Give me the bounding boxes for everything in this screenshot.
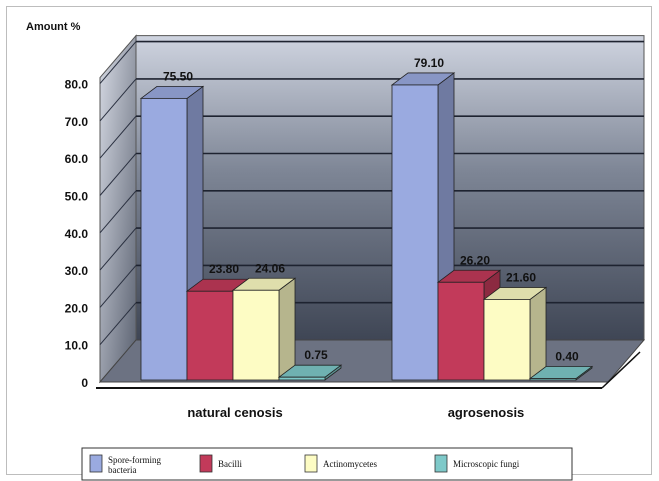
data-label: 0.75 xyxy=(304,348,328,362)
data-label: 21.60 xyxy=(506,270,536,284)
legend-label: Actinomycetes xyxy=(323,459,377,469)
legend-box xyxy=(81,447,573,481)
y-axis-title: Amount % xyxy=(26,21,81,33)
side-wall xyxy=(99,34,137,384)
x-tick-label: agrosenosis xyxy=(448,405,525,420)
y-tick-label: 70.0 xyxy=(65,115,89,129)
bar xyxy=(278,376,326,381)
legend: Spore-forming bacteria Bacilli Actinomycete… xyxy=(81,447,573,481)
bar-side xyxy=(529,286,547,381)
legend-label: Microscopic fungi xyxy=(453,459,520,469)
legend-swatch xyxy=(434,454,448,473)
y-tick-label: 50.0 xyxy=(65,190,89,204)
bar xyxy=(232,289,280,381)
gridline-side xyxy=(99,302,137,346)
bar xyxy=(186,290,234,381)
legend-label: Bacilli xyxy=(218,459,242,469)
bar xyxy=(140,97,188,381)
axes: Amount % 0 10.0 20.0 30.0 40.0 50.0 60.0 70.0 80… xyxy=(26,21,524,420)
gridline-side xyxy=(99,265,137,308)
y-tick-label: 20.0 xyxy=(65,301,89,315)
y-tick-label: 10.0 xyxy=(65,339,89,353)
data-label: 79.10 xyxy=(414,56,444,70)
gridline-side xyxy=(99,41,137,84)
y-tick-label: 80.0 xyxy=(65,78,89,92)
gridline-side xyxy=(99,78,137,122)
data-labels: 75.50 23.80 24.06 0.75 79.10 26.20 21.60 0.40 xyxy=(163,56,579,364)
gridline-side xyxy=(99,190,137,234)
floor-edge-side xyxy=(601,351,641,389)
bar xyxy=(483,299,531,381)
legend-swatch xyxy=(89,454,103,473)
legend-label: Spore-forming bacteria xyxy=(108,455,161,475)
bar xyxy=(529,378,577,381)
y-tick-label: 30.0 xyxy=(65,264,89,278)
data-label: 26.20 xyxy=(460,253,490,267)
bar-side xyxy=(278,277,296,381)
gridline-side xyxy=(99,153,137,196)
y-tick-label: 40.0 xyxy=(65,227,89,241)
y-tick-label: 60.0 xyxy=(65,152,89,166)
y-tick-label: 0 xyxy=(81,376,88,390)
gridline-side xyxy=(99,227,137,271)
bar xyxy=(437,281,485,381)
data-label: 75.50 xyxy=(163,69,193,83)
data-label: 23.80 xyxy=(209,262,239,276)
legend-swatch xyxy=(304,454,318,473)
data-label: 0.40 xyxy=(555,350,579,364)
x-tick-label: natural cenosis xyxy=(187,405,282,420)
data-label: 24.06 xyxy=(255,261,285,275)
gridlines xyxy=(99,40,644,346)
bars xyxy=(139,72,594,381)
bar xyxy=(391,84,439,381)
legend-swatch xyxy=(199,454,213,473)
gridline-side xyxy=(99,115,137,159)
